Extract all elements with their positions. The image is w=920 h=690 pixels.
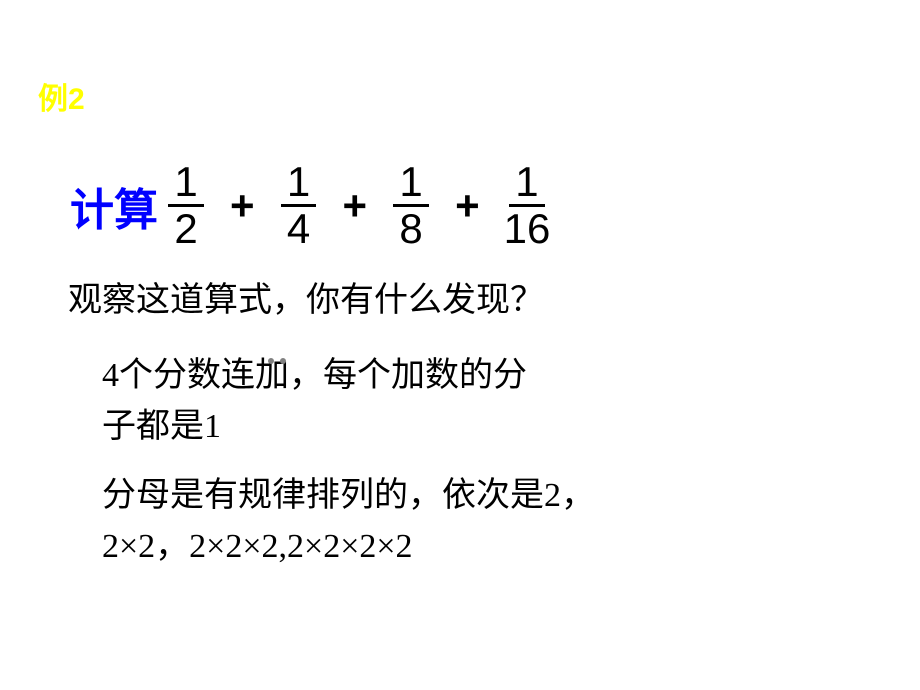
observation-2: 分母是有规律排列的，依次是2， 2×2，2×2×2,2×2×2×2: [102, 470, 762, 572]
denominator: 2: [168, 207, 203, 251]
example-header: 例2: [38, 74, 85, 118]
plus-3: +: [455, 182, 480, 230]
equation-row: 计算 1 2 + 1 4 + 1 8 + 1 16: [70, 160, 556, 251]
obs2-line-a: 分母是有规律排列的，依次是2，: [102, 470, 762, 521]
denominator: 4: [281, 207, 316, 251]
denominator: 16: [498, 207, 557, 251]
calc-label: 计算: [70, 174, 158, 238]
numerator: 1: [509, 160, 544, 207]
observation-1: 4个分数连加，每个加数的分 子都是1: [102, 350, 527, 452]
fraction-2: 1 4: [273, 160, 325, 251]
fraction-3: 1 8: [385, 160, 437, 251]
fraction-1: 1 2: [160, 160, 212, 251]
plus-1: +: [230, 182, 255, 230]
obs1-line-a: 4个分数连加，每个加数的分: [102, 350, 527, 401]
obs2-line-b: 2×2，2×2×2,2×2×2×2: [102, 521, 762, 572]
fraction-4: 1 16: [498, 160, 557, 251]
numerator: 1: [393, 160, 428, 207]
decorative-dot: [280, 358, 286, 364]
numerator: 1: [168, 160, 203, 207]
question-line: 观察这道算式，你有什么发现？: [68, 272, 544, 321]
decorative-dot: [268, 358, 274, 364]
header-text: 例2: [38, 83, 85, 116]
obs1-line-b: 子都是1: [102, 401, 527, 452]
numerator: 1: [281, 160, 316, 207]
plus-2: +: [343, 182, 368, 230]
denominator: 8: [393, 207, 428, 251]
